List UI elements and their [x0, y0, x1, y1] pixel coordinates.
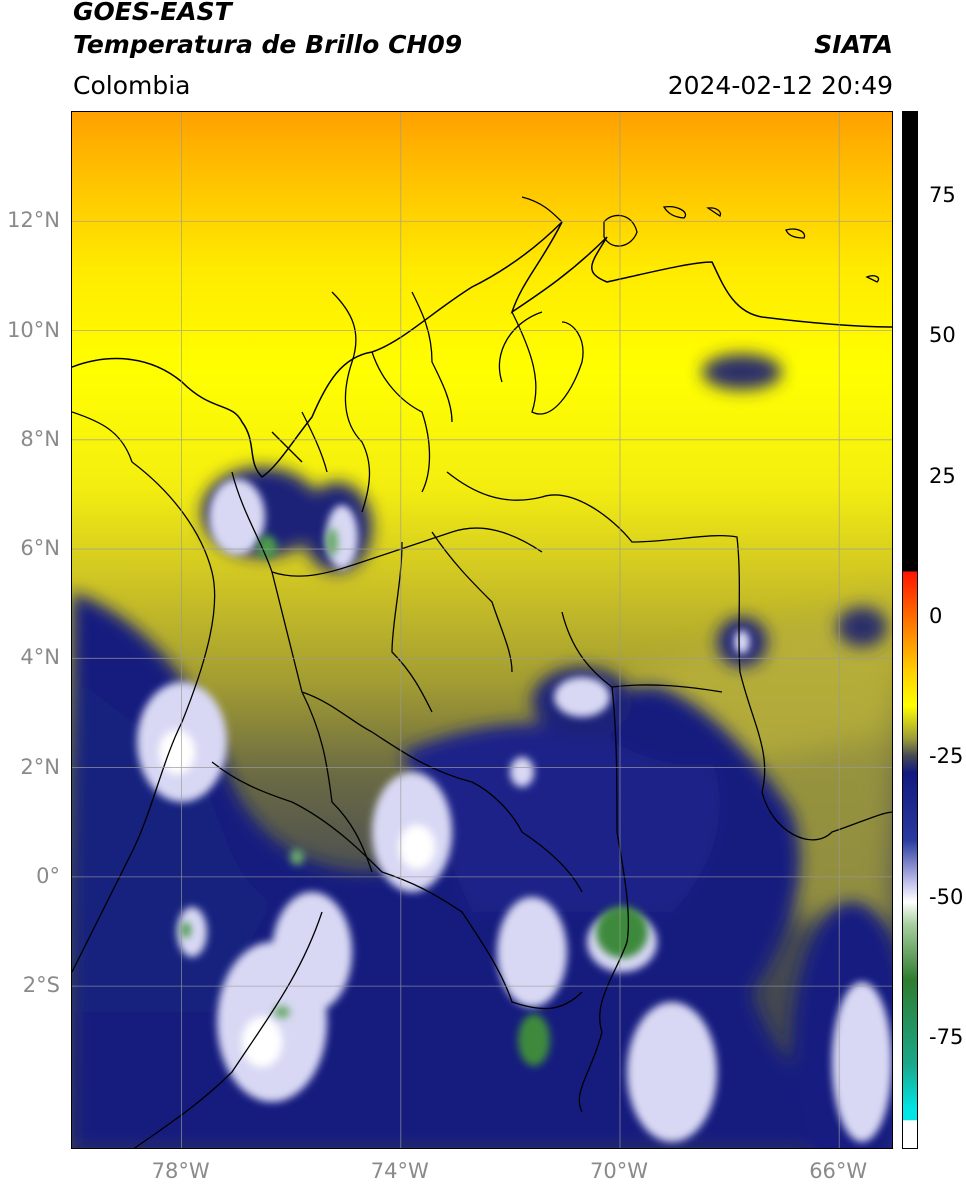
lon-tick-label: 70°W: [590, 1159, 648, 1183]
lat-tick-label: 6°N: [20, 536, 60, 561]
lon-tick-label: 74°W: [370, 1159, 429, 1183]
lat-tick-label: 10°N: [7, 317, 60, 342]
colorbar-tick-label: -75: [929, 1024, 964, 1049]
borders-and-coastlines: [72, 196, 892, 1148]
lon-tick-label: 78°W: [151, 1159, 210, 1183]
colorbar-tick-label: 75: [929, 183, 956, 208]
region-label: Colombia: [73, 71, 191, 100]
agency-label: SIATA: [814, 30, 893, 59]
datetime-label: 2024-02-12 20:49: [667, 71, 893, 100]
colorbar-tick-label: 0: [929, 603, 943, 628]
title-line-1: GOES-EAST: [73, 0, 232, 26]
lat-tick-label: 2°S: [22, 973, 60, 998]
satellite-map: [71, 111, 893, 1149]
graticule: [72, 112, 892, 1148]
colorbar-tick-label: -25: [929, 744, 964, 769]
colorbar-tick-label: 25: [929, 463, 956, 488]
lon-tick-label: 66°W: [809, 1159, 868, 1183]
lat-tick-label: 2°N: [20, 754, 60, 779]
lat-tick-label: 4°N: [20, 645, 60, 670]
lat-tick-label: 12°N: [7, 208, 60, 233]
colorbar-tick-label: 50: [929, 323, 956, 348]
lat-tick-label: 0°: [36, 863, 60, 888]
map-canvas: [72, 112, 892, 1148]
colorbar: [902, 111, 918, 1149]
colorbar-tick-label: -50: [929, 884, 964, 909]
title-line-2: Temperatura de Brillo CH09: [73, 30, 463, 59]
lat-tick-label: 8°N: [20, 426, 60, 451]
